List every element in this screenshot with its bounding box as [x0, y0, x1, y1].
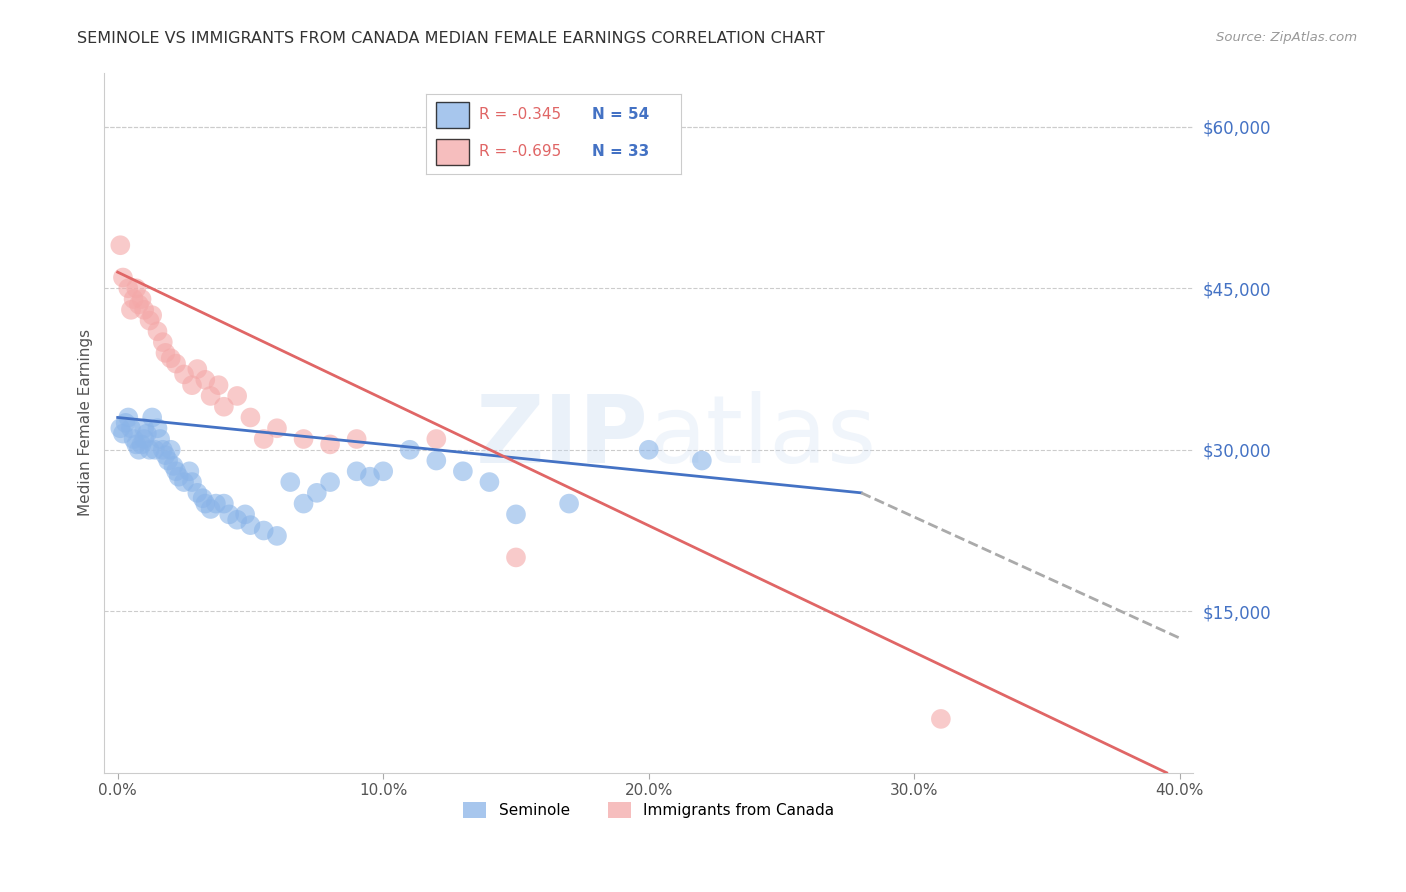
Point [128, 297, 150, 311]
Point [505, 508, 527, 522]
Point [200, 389, 222, 403]
Point [138, 442, 160, 457]
Point [319, 437, 342, 451]
Point [425, 453, 447, 467]
Point [929, 712, 952, 726]
Point [135, 426, 157, 441]
Point [200, 502, 222, 516]
Point [173, 475, 195, 489]
Legend: Seminole, Immigrants from Canada: Seminole, Immigrants from Canada [457, 797, 841, 824]
Point [131, 437, 153, 451]
Text: SEMINOLE VS IMMIGRANTS FROM CANADA MEDIAN FEMALE EARNINGS CORRELATION CHART: SEMINOLE VS IMMIGRANTS FROM CANADA MEDIA… [77, 31, 825, 46]
Point [149, 432, 172, 446]
Point [159, 442, 181, 457]
Point [266, 529, 288, 543]
Point [114, 416, 136, 430]
Point [359, 469, 381, 483]
Point [278, 475, 301, 489]
Point [120, 421, 142, 435]
Point [233, 508, 256, 522]
Point [186, 362, 208, 376]
Point [152, 442, 174, 457]
Point [111, 270, 134, 285]
Point [305, 486, 328, 500]
Point [117, 410, 139, 425]
Point [141, 308, 163, 322]
Point [226, 389, 249, 403]
Point [207, 378, 229, 392]
Text: ZIP: ZIP [475, 391, 648, 483]
Point [637, 442, 659, 457]
Point [292, 497, 315, 511]
Point [205, 497, 228, 511]
Point [690, 453, 713, 467]
Point [128, 442, 150, 457]
Point [155, 346, 177, 360]
Point [253, 432, 276, 446]
Text: atlas: atlas [648, 391, 877, 483]
Point [146, 421, 169, 435]
Point [159, 351, 181, 366]
Point [346, 432, 368, 446]
Point [165, 464, 187, 478]
Point [146, 324, 169, 338]
Point [141, 410, 163, 425]
Point [157, 453, 180, 467]
Point [125, 281, 148, 295]
Point [173, 368, 195, 382]
Point [194, 497, 217, 511]
Point [134, 302, 156, 317]
Point [266, 421, 288, 435]
Text: Source: ZipAtlas.com: Source: ZipAtlas.com [1216, 31, 1357, 45]
Point [292, 432, 315, 446]
Point [346, 464, 368, 478]
Point [478, 475, 501, 489]
Point [253, 524, 276, 538]
Point [179, 464, 201, 478]
Y-axis label: Median Female Earnings: Median Female Earnings [79, 329, 93, 516]
Point [373, 464, 395, 478]
Point [212, 497, 235, 511]
Point [218, 508, 240, 522]
Point [110, 238, 132, 252]
Point [122, 292, 145, 306]
Point [143, 442, 166, 457]
Point [319, 475, 342, 489]
Point [162, 458, 184, 473]
Point [191, 491, 214, 506]
Point [239, 518, 262, 533]
Point [425, 432, 447, 446]
Point [398, 442, 420, 457]
Point [186, 486, 208, 500]
Point [110, 421, 132, 435]
Point [152, 335, 174, 350]
Point [117, 281, 139, 295]
Point [165, 357, 187, 371]
Point [451, 464, 474, 478]
Point [134, 421, 156, 435]
Point [125, 437, 148, 451]
Point [239, 410, 262, 425]
Point [226, 513, 249, 527]
Point [194, 373, 217, 387]
Point [558, 497, 581, 511]
Point [505, 550, 527, 565]
Point [122, 432, 145, 446]
Point [155, 448, 177, 462]
Point [120, 302, 142, 317]
Point [167, 469, 190, 483]
Point [181, 378, 204, 392]
Point [212, 400, 235, 414]
Point [131, 292, 153, 306]
Point [181, 475, 204, 489]
Point [111, 426, 134, 441]
Point [134, 432, 156, 446]
Point [138, 313, 160, 327]
